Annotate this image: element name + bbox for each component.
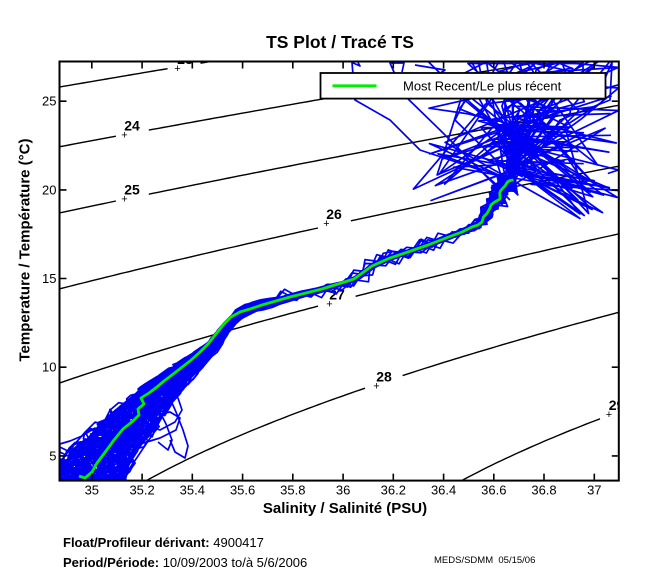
svg-text:+: + bbox=[606, 409, 612, 421]
svg-text:36.6: 36.6 bbox=[481, 483, 506, 498]
svg-text:26: 26 bbox=[326, 206, 342, 222]
svg-text:35.6: 35.6 bbox=[230, 483, 255, 498]
svg-text:+: + bbox=[121, 130, 127, 142]
svg-text:Salinity / Salinité (PSU): Salinity / Salinité (PSU) bbox=[263, 500, 427, 517]
svg-text:5: 5 bbox=[49, 448, 56, 463]
svg-text:Float/Profileur dérivant: 4900: Float/Profileur dérivant: 4900417 bbox=[63, 535, 264, 550]
svg-text:15: 15 bbox=[42, 271, 56, 286]
svg-text:+: + bbox=[323, 218, 329, 230]
svg-text:36.2: 36.2 bbox=[381, 483, 406, 498]
svg-text:25: 25 bbox=[42, 94, 56, 109]
svg-text:35: 35 bbox=[85, 483, 99, 498]
svg-text:28: 28 bbox=[376, 369, 392, 385]
svg-text:35.4: 35.4 bbox=[180, 483, 205, 498]
svg-text:10: 10 bbox=[42, 360, 56, 375]
svg-text:25: 25 bbox=[124, 182, 140, 198]
svg-text:36.4: 36.4 bbox=[431, 483, 456, 498]
svg-text:23: 23 bbox=[177, 51, 193, 67]
svg-text:MEDS/SDMM 05/15/06: MEDS/SDMM 05/15/06 bbox=[434, 555, 535, 566]
svg-text:Most Recent/Le plus récent: Most Recent/Le plus récent bbox=[403, 78, 562, 93]
svg-text:35.2: 35.2 bbox=[129, 483, 154, 498]
svg-text:36: 36 bbox=[336, 483, 350, 498]
svg-text:Temperature / Température (°C): Temperature / Température (°C) bbox=[17, 139, 34, 362]
svg-text:Period/Période: 10/09/2003 to/: Period/Période: 10/09/2003 to/à 5/6/2006 bbox=[63, 555, 307, 570]
svg-text:+: + bbox=[174, 63, 180, 75]
svg-text:TS Plot / Tracé TS: TS Plot / Tracé TS bbox=[266, 32, 414, 52]
svg-text:+: + bbox=[326, 299, 332, 311]
svg-text:35.8: 35.8 bbox=[280, 483, 305, 498]
svg-text:+: + bbox=[373, 381, 379, 393]
svg-text:24: 24 bbox=[124, 118, 140, 134]
svg-text:29: 29 bbox=[609, 397, 625, 413]
svg-text:+: + bbox=[121, 194, 127, 206]
svg-text:20: 20 bbox=[42, 182, 56, 197]
svg-text:37: 37 bbox=[587, 483, 601, 498]
svg-text:36.8: 36.8 bbox=[531, 483, 556, 498]
